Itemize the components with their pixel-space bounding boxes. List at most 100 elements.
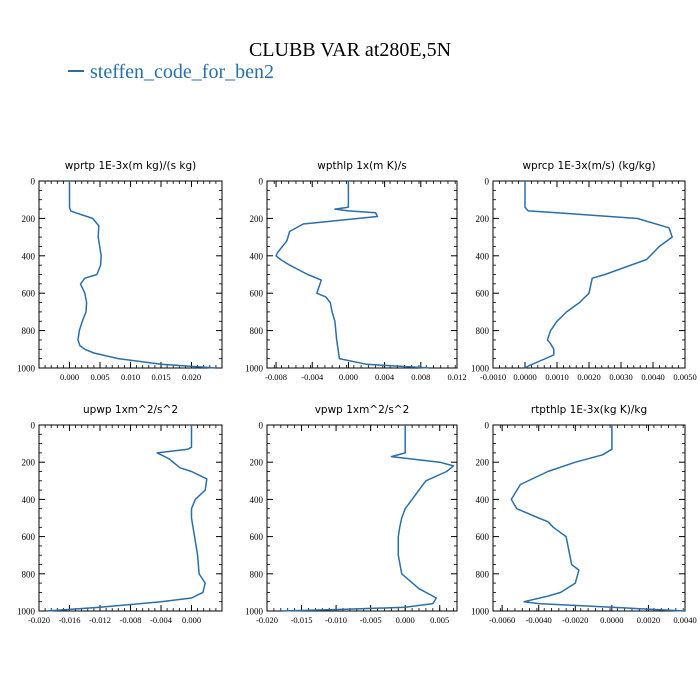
x-tick-label: -0.015 [291,615,313,625]
x-tick-label: 0.015 [151,372,170,382]
x-tick-label: 0.012 [447,372,466,382]
y-tick-label: 200 [250,214,264,224]
y-tick-label: 200 [476,458,490,468]
x-tick-label: -0.010 [325,615,347,625]
y-tick-label: 600 [250,532,264,542]
figure-title: CLUBB VAR at280E,5N [249,39,451,61]
x-tick-label: -0.020 [256,615,278,625]
x-tick-label: -0.012 [89,615,111,625]
x-tick-label: -0.004 [150,615,173,625]
x-tick-label: 0.0000 [600,615,623,625]
y-tick-label: 800 [250,326,264,336]
y-tick-label: 800 [250,569,264,579]
y-tick-label: 800 [476,326,490,336]
x-tick-label: -0.0010 [480,372,506,382]
y-tick-label: 600 [22,532,36,542]
series-line [68,181,216,369]
y-tick-label: 400 [250,251,264,261]
x-tick-label: -0.005 [360,615,382,625]
x-tick-label: 0.010 [121,372,140,382]
panels-group: wprtp 1E-3x(m kg)/(s kg) 0 200 400 600 800 100… [17,160,697,625]
y-tick-label: 1000 [471,364,490,374]
legend-label: steffen_code_for_ben2 [90,61,274,83]
x-tick-label: 0.000 [60,372,79,382]
panel-title: wprtp 1E-3x(m kg)/(s kg) [65,160,196,172]
x-tick-label: 0.000 [339,372,358,382]
y-tick-label: 800 [22,326,36,336]
series-line [275,181,430,369]
series-line [510,425,686,612]
y-tick-label: 0 [259,177,264,187]
y-tick-label: 800 [476,569,490,579]
x-tick-label: 0.0050 [673,372,696,382]
y-tick-label: 600 [22,289,36,299]
y-tick-label: 400 [476,251,490,261]
y-tick-label: 1000 [17,607,36,617]
panel-title: wprcp 1E-3x(m/s) (kg/kg) [522,160,655,172]
x-tick-label: 0.0030 [609,372,632,382]
plot-frame [492,424,686,612]
y-tick-label: 200 [22,458,36,468]
y-tick-label: 400 [476,495,490,505]
y-tick-label: 0 [485,421,490,431]
x-tick-label: -0.008 [265,372,287,382]
y-tick-label: 0 [31,421,36,431]
panel-5: vpwp 1xm^2/s^2 0 200 400 600 800 1000-0.020 -0.… [245,404,458,625]
x-tick-label: -0.0060 [489,615,515,625]
x-tick-label: -0.0040 [526,615,552,625]
x-tick-label: 0.0000 [513,372,536,382]
x-tick-label: 0.0040 [641,372,664,382]
x-tick-label: 0.0020 [577,372,600,382]
plot-frame [38,424,223,612]
x-tick-label: -0.008 [120,615,142,625]
x-tick-label: -0.020 [28,615,50,625]
plot-frame [38,180,223,369]
panel-3: wprcp 1E-3x(m/s) (kg/kg) 0 200 400 600 800 100… [471,160,697,382]
x-tick-label: -0.0020 [562,615,588,625]
panel-2: wpthlp 1x(m K)/s 0 200 400 600 800 1000-0.008 -… [245,160,467,382]
y-tick-label: 200 [22,214,36,224]
panel-title: rtpthlp 1E-3x(kg K)/kg [531,404,647,416]
y-tick-label: 1000 [471,607,490,617]
plot-frame [266,424,458,612]
x-tick-label: 0.0010 [545,372,568,382]
plot-frame [492,180,686,369]
x-tick-label: 0.0040 [673,615,696,625]
y-tick-label: 200 [476,214,490,224]
y-tick-label: 1000 [245,364,264,374]
x-tick-label: 0.004 [375,372,395,382]
panel-1: wprtp 1E-3x(m kg)/(s kg) 0 200 400 600 800 100… [17,160,223,382]
x-tick-label: 0.005 [430,615,449,625]
y-tick-label: 0 [485,177,490,187]
y-tick-label: 400 [250,495,264,505]
y-tick-label: 600 [250,289,264,299]
x-tick-label: 0.008 [411,372,430,382]
y-tick-label: 800 [22,569,36,579]
y-tick-label: 1000 [245,607,264,617]
y-tick-label: 600 [476,289,490,299]
series-line [524,181,673,369]
x-tick-label: 0.005 [90,372,109,382]
x-tick-label: 0.000 [396,615,415,625]
panel-title: vpwp 1xm^2/s^2 [315,404,410,416]
series-line [280,425,455,612]
x-tick-label: 0.0020 [637,615,660,625]
y-tick-label: 1000 [17,364,36,374]
x-tick-label: 0.020 [182,372,201,382]
y-tick-label: 200 [250,458,264,468]
panel-4: upwp 1xm^2/s^2 0 200 400 600 800 1000-0.020 -0.… [17,404,223,625]
y-tick-label: 400 [22,495,36,505]
y-tick-label: 0 [259,421,264,431]
x-tick-label: -0.004 [301,372,324,382]
y-tick-label: 600 [476,532,490,542]
y-tick-label: 400 [22,251,36,261]
panel-title: upwp 1xm^2/s^2 [83,404,178,416]
panel-title: wpthlp 1x(m K)/s [317,160,407,172]
x-tick-label: 0.000 [182,615,201,625]
x-tick-label: -0.016 [59,615,81,625]
panel-6: rtpthlp 1E-3x(kg K)/kg02004006008001000-… [471,404,697,625]
series-line [46,425,208,612]
y-tick-label: 0 [31,177,36,187]
plot-frame [266,180,458,369]
